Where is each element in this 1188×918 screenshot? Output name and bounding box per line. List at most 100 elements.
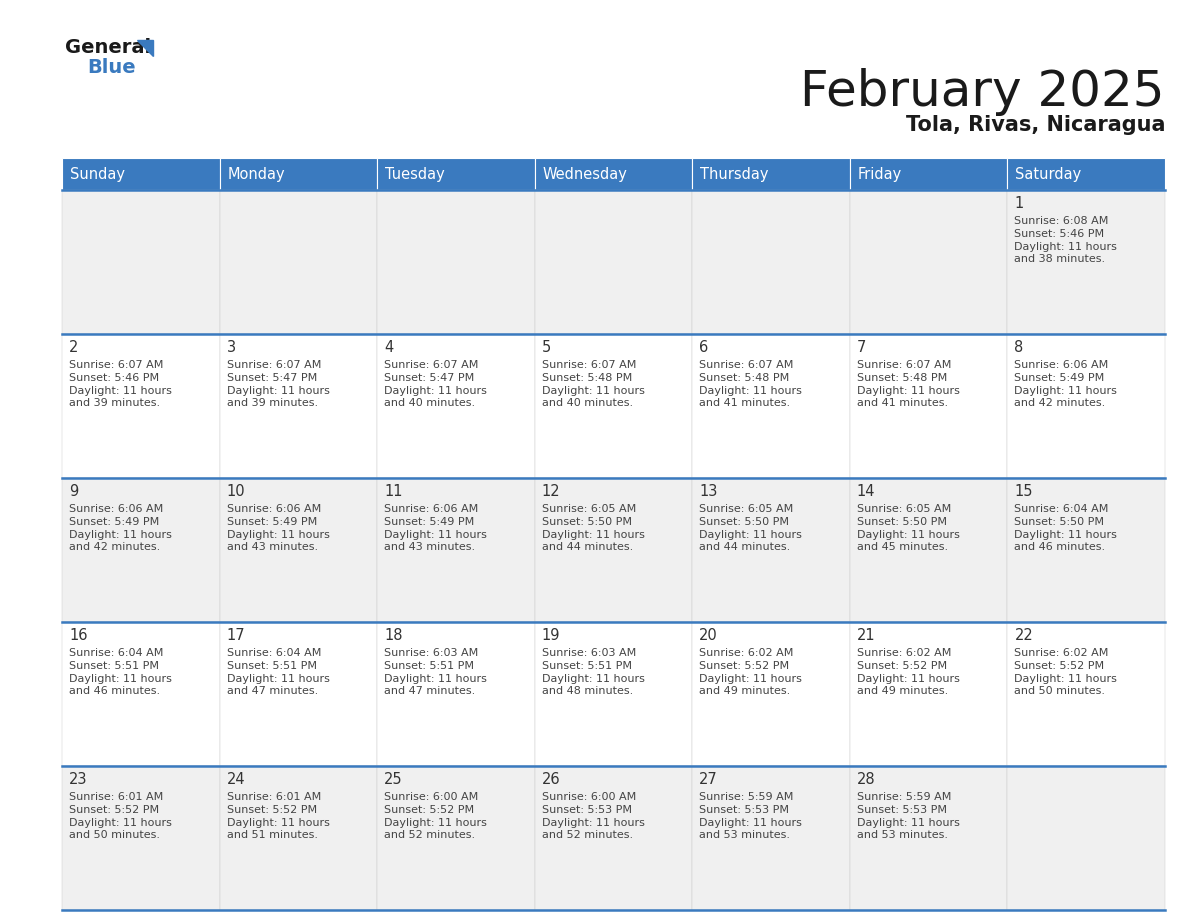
Text: 17: 17: [227, 628, 245, 643]
Bar: [377, 158, 535, 190]
Text: Sunrise: 6:06 AM
Sunset: 5:49 PM
Daylight: 11 hours
and 43 minutes.: Sunrise: 6:06 AM Sunset: 5:49 PM Dayligh…: [384, 504, 487, 553]
Bar: [220, 158, 377, 190]
Bar: [220, 334, 377, 478]
Text: 23: 23: [69, 772, 88, 787]
Bar: [220, 622, 377, 766]
Text: 12: 12: [542, 484, 561, 499]
Text: Sunrise: 6:02 AM
Sunset: 5:52 PM
Daylight: 11 hours
and 49 minutes.: Sunrise: 6:02 AM Sunset: 5:52 PM Dayligh…: [700, 648, 802, 697]
Bar: [1007, 478, 1165, 622]
Bar: [849, 766, 1007, 910]
Text: Blue: Blue: [87, 58, 135, 77]
Text: Sunrise: 6:00 AM
Sunset: 5:53 PM
Daylight: 11 hours
and 52 minutes.: Sunrise: 6:00 AM Sunset: 5:53 PM Dayligh…: [542, 792, 645, 840]
Text: Tuesday: Tuesday: [385, 166, 444, 182]
Bar: [1007, 190, 1165, 334]
Text: 18: 18: [384, 628, 403, 643]
Bar: [1007, 158, 1165, 190]
Text: 8: 8: [1015, 340, 1024, 355]
Text: Sunrise: 6:05 AM
Sunset: 5:50 PM
Daylight: 11 hours
and 44 minutes.: Sunrise: 6:05 AM Sunset: 5:50 PM Dayligh…: [542, 504, 645, 553]
Bar: [62, 478, 220, 622]
Text: Saturday: Saturday: [1016, 166, 1082, 182]
Bar: [220, 766, 377, 910]
Bar: [377, 334, 535, 478]
Text: Sunrise: 6:04 AM
Sunset: 5:51 PM
Daylight: 11 hours
and 47 minutes.: Sunrise: 6:04 AM Sunset: 5:51 PM Dayligh…: [227, 648, 329, 697]
Bar: [535, 158, 693, 190]
Text: 19: 19: [542, 628, 561, 643]
Bar: [849, 478, 1007, 622]
Bar: [693, 190, 849, 334]
Bar: [535, 334, 693, 478]
Bar: [377, 478, 535, 622]
Text: Sunrise: 6:06 AM
Sunset: 5:49 PM
Daylight: 11 hours
and 42 minutes.: Sunrise: 6:06 AM Sunset: 5:49 PM Dayligh…: [69, 504, 172, 553]
Text: 5: 5: [542, 340, 551, 355]
Text: Thursday: Thursday: [700, 166, 769, 182]
Bar: [693, 478, 849, 622]
Text: Sunrise: 6:05 AM
Sunset: 5:50 PM
Daylight: 11 hours
and 44 minutes.: Sunrise: 6:05 AM Sunset: 5:50 PM Dayligh…: [700, 504, 802, 553]
Text: Sunrise: 6:08 AM
Sunset: 5:46 PM
Daylight: 11 hours
and 38 minutes.: Sunrise: 6:08 AM Sunset: 5:46 PM Dayligh…: [1015, 216, 1117, 264]
Text: General: General: [65, 38, 151, 57]
Text: Sunrise: 6:06 AM
Sunset: 5:49 PM
Daylight: 11 hours
and 42 minutes.: Sunrise: 6:06 AM Sunset: 5:49 PM Dayligh…: [1015, 360, 1117, 409]
Text: Sunrise: 6:03 AM
Sunset: 5:51 PM
Daylight: 11 hours
and 47 minutes.: Sunrise: 6:03 AM Sunset: 5:51 PM Dayligh…: [384, 648, 487, 697]
Bar: [535, 190, 693, 334]
Text: 26: 26: [542, 772, 561, 787]
Bar: [1007, 334, 1165, 478]
Text: 15: 15: [1015, 484, 1032, 499]
Bar: [377, 622, 535, 766]
Text: Sunrise: 6:06 AM
Sunset: 5:49 PM
Daylight: 11 hours
and 43 minutes.: Sunrise: 6:06 AM Sunset: 5:49 PM Dayligh…: [227, 504, 329, 553]
Text: Sunrise: 6:05 AM
Sunset: 5:50 PM
Daylight: 11 hours
and 45 minutes.: Sunrise: 6:05 AM Sunset: 5:50 PM Dayligh…: [857, 504, 960, 553]
Text: 13: 13: [700, 484, 718, 499]
Text: Sunrise: 6:02 AM
Sunset: 5:52 PM
Daylight: 11 hours
and 50 minutes.: Sunrise: 6:02 AM Sunset: 5:52 PM Dayligh…: [1015, 648, 1117, 697]
Bar: [377, 190, 535, 334]
Text: Friday: Friday: [858, 166, 902, 182]
Text: 22: 22: [1015, 628, 1034, 643]
Text: 11: 11: [384, 484, 403, 499]
Text: Sunrise: 5:59 AM
Sunset: 5:53 PM
Daylight: 11 hours
and 53 minutes.: Sunrise: 5:59 AM Sunset: 5:53 PM Dayligh…: [857, 792, 960, 840]
Text: 4: 4: [384, 340, 393, 355]
Bar: [377, 766, 535, 910]
Bar: [535, 622, 693, 766]
Text: 14: 14: [857, 484, 876, 499]
Text: 21: 21: [857, 628, 876, 643]
Bar: [693, 622, 849, 766]
Bar: [849, 622, 1007, 766]
Bar: [220, 190, 377, 334]
Bar: [693, 766, 849, 910]
Text: February 2025: February 2025: [801, 68, 1165, 116]
Bar: [220, 478, 377, 622]
Text: 27: 27: [700, 772, 718, 787]
Text: Tola, Rivas, Nicaragua: Tola, Rivas, Nicaragua: [905, 115, 1165, 135]
Text: 2: 2: [69, 340, 78, 355]
Text: 16: 16: [69, 628, 88, 643]
Bar: [535, 478, 693, 622]
Bar: [62, 334, 220, 478]
Text: Sunrise: 6:07 AM
Sunset: 5:47 PM
Daylight: 11 hours
and 39 minutes.: Sunrise: 6:07 AM Sunset: 5:47 PM Dayligh…: [227, 360, 329, 409]
Text: 20: 20: [700, 628, 718, 643]
Text: Sunrise: 6:00 AM
Sunset: 5:52 PM
Daylight: 11 hours
and 52 minutes.: Sunrise: 6:00 AM Sunset: 5:52 PM Dayligh…: [384, 792, 487, 840]
Text: 25: 25: [384, 772, 403, 787]
Text: 28: 28: [857, 772, 876, 787]
Polygon shape: [137, 40, 153, 56]
Bar: [693, 158, 849, 190]
Bar: [1007, 766, 1165, 910]
Text: 9: 9: [69, 484, 78, 499]
Text: Sunrise: 6:07 AM
Sunset: 5:47 PM
Daylight: 11 hours
and 40 minutes.: Sunrise: 6:07 AM Sunset: 5:47 PM Dayligh…: [384, 360, 487, 409]
Text: 3: 3: [227, 340, 235, 355]
Bar: [849, 158, 1007, 190]
Text: 1: 1: [1015, 196, 1024, 211]
Bar: [62, 190, 220, 334]
Text: Sunrise: 6:04 AM
Sunset: 5:51 PM
Daylight: 11 hours
and 46 minutes.: Sunrise: 6:04 AM Sunset: 5:51 PM Dayligh…: [69, 648, 172, 697]
Text: 7: 7: [857, 340, 866, 355]
Text: 24: 24: [227, 772, 245, 787]
Text: Monday: Monday: [228, 166, 285, 182]
Bar: [62, 158, 220, 190]
Text: Sunrise: 6:07 AM
Sunset: 5:48 PM
Daylight: 11 hours
and 40 minutes.: Sunrise: 6:07 AM Sunset: 5:48 PM Dayligh…: [542, 360, 645, 409]
Bar: [1007, 622, 1165, 766]
Text: Sunday: Sunday: [70, 166, 125, 182]
Bar: [535, 766, 693, 910]
Text: Sunrise: 6:07 AM
Sunset: 5:48 PM
Daylight: 11 hours
and 41 minutes.: Sunrise: 6:07 AM Sunset: 5:48 PM Dayligh…: [700, 360, 802, 409]
Text: 6: 6: [700, 340, 708, 355]
Text: Sunrise: 6:04 AM
Sunset: 5:50 PM
Daylight: 11 hours
and 46 minutes.: Sunrise: 6:04 AM Sunset: 5:50 PM Dayligh…: [1015, 504, 1117, 553]
Text: 10: 10: [227, 484, 245, 499]
Text: Sunrise: 6:07 AM
Sunset: 5:48 PM
Daylight: 11 hours
and 41 minutes.: Sunrise: 6:07 AM Sunset: 5:48 PM Dayligh…: [857, 360, 960, 409]
Text: Sunrise: 6:02 AM
Sunset: 5:52 PM
Daylight: 11 hours
and 49 minutes.: Sunrise: 6:02 AM Sunset: 5:52 PM Dayligh…: [857, 648, 960, 697]
Bar: [849, 334, 1007, 478]
